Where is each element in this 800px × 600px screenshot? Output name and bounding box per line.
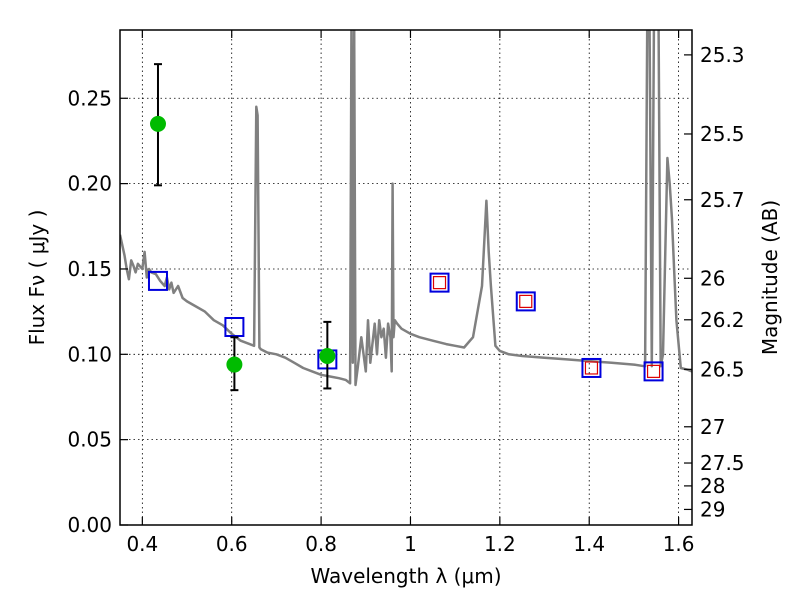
plot-frame [119, 29, 693, 526]
model-photometry-inner-marker [519, 294, 533, 308]
observed-point [149, 115, 166, 132]
grid [120, 30, 692, 526]
x-tick-label: 1 [404, 532, 417, 556]
right-axis-label: Magnitude (AB) [758, 200, 782, 355]
right-tick-label: 26.5 [700, 357, 745, 381]
x-tick-label: 1.6 [663, 532, 695, 556]
y-tick-label: 0.00 [67, 513, 112, 537]
right-tick-label: 25.5 [700, 122, 745, 146]
observed-point [319, 348, 336, 365]
model-photometry-marker [643, 361, 664, 382]
model-photometry-marker [224, 317, 245, 337]
x-tick-label: 1.2 [484, 532, 516, 556]
right-tick-label: 26 [700, 266, 725, 290]
right-tick-label: 25.7 [700, 188, 745, 212]
model-photometry-marker [429, 272, 450, 293]
x-axis-label: Wavelength λ (μm) [310, 564, 501, 588]
axis-ticks: 0.4 0.6 0.8 1 1.2 1.4 1.6 0.00 0.05 0.10 0.15 0.20 0… [67, 30, 745, 556]
model-photometry-marker [515, 291, 536, 312]
y-tick-label: 0.20 [67, 172, 112, 196]
model-photometry-inner-marker [646, 364, 661, 378]
model-photometry-marker [147, 270, 168, 291]
right-tick-label: 27 [700, 415, 725, 439]
right-tick-label: 29 [700, 497, 725, 521]
x-tick-label: 0.6 [216, 532, 248, 556]
model-photometry-marker [581, 357, 602, 378]
x-tick-label: 0.4 [126, 532, 158, 556]
model-photometry-inner-marker [584, 361, 599, 375]
y-tick-label: 0.15 [67, 257, 112, 281]
x-tick-label: 1.4 [573, 532, 605, 556]
right-tick-label: 26.2 [700, 308, 745, 332]
y-tick-label: 0.05 [67, 428, 112, 452]
right-tick-label: 27.5 [700, 451, 745, 475]
right-tick-label: 25.3 [700, 43, 745, 67]
model-photometry-inner-marker [432, 276, 447, 290]
y-axis-label: Flux Fν ( μJy ) [25, 210, 49, 346]
x-tick-label: 0.8 [305, 532, 337, 556]
y-tick-label: 0.10 [67, 342, 112, 366]
model-spectrum-line [120, 30, 692, 387]
right-tick-label: 28 [700, 474, 725, 498]
plot-series [120, 30, 692, 392]
y-tick-label: 0.25 [67, 86, 112, 110]
observed-point [226, 356, 243, 373]
